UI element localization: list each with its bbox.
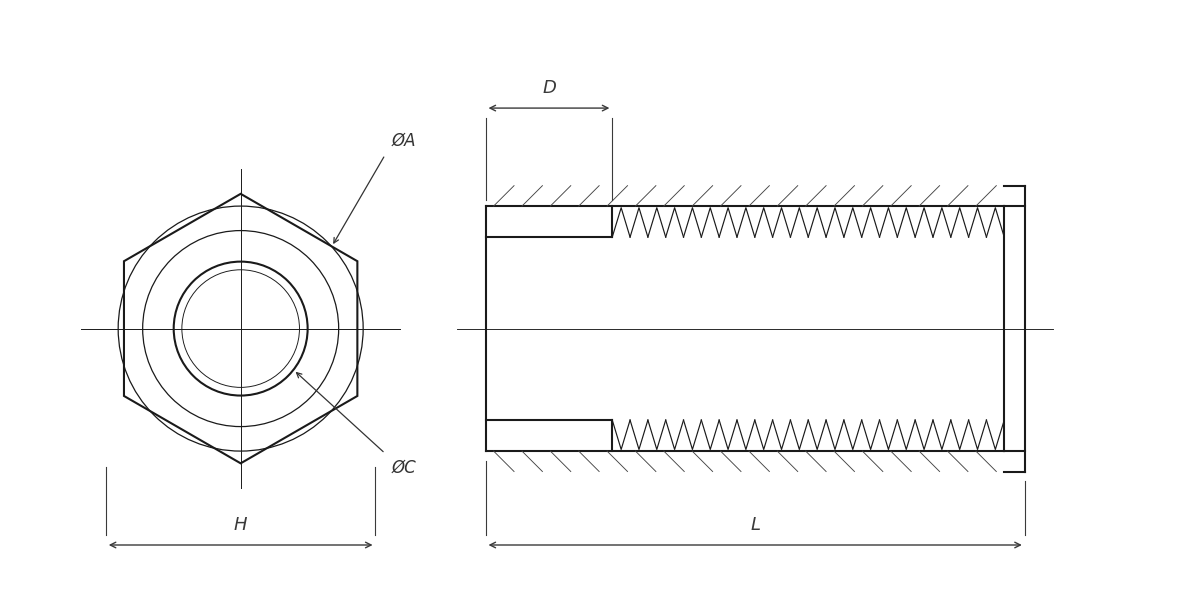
Text: L: L [750, 515, 760, 533]
Text: D: D [542, 79, 556, 97]
Text: ØA: ØA [391, 132, 416, 150]
Text: H: H [234, 515, 247, 533]
Text: ØC: ØC [391, 458, 416, 476]
